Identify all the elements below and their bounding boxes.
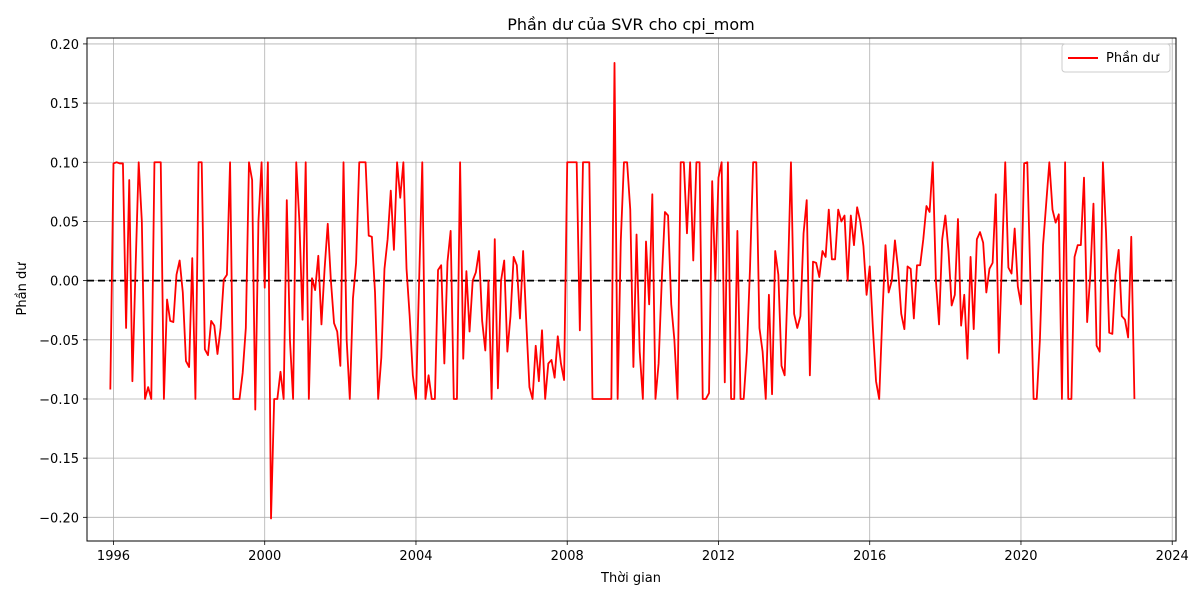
x-axis-title: Thời gian <box>600 571 661 586</box>
grid-lines <box>87 38 1176 541</box>
residual-series-line <box>109 61 1136 520</box>
y-tick-label: −0.05 <box>39 334 79 349</box>
x-tick-label: 2024 <box>1156 549 1189 564</box>
legend: Phần dư <box>1061 43 1171 73</box>
series-group <box>109 61 1136 520</box>
x-tick-label: 2008 <box>551 549 584 564</box>
y-tick-label: 0.20 <box>50 38 79 53</box>
y-tick-label: 0.05 <box>50 215 79 230</box>
y-tick-label: −0.20 <box>39 511 79 526</box>
x-tick-label: 2000 <box>248 549 281 564</box>
x-tick-label: 2020 <box>1004 549 1037 564</box>
x-axis-ticks: 1996 2000 2004 2008 2012 2016 2020 2024 <box>97 541 1189 564</box>
x-tick-label: 2016 <box>853 549 886 564</box>
x-tick-label: 1996 <box>97 549 130 564</box>
legend-box <box>1061 43 1171 73</box>
plot-area-frame <box>86 37 1177 542</box>
x-tick-label: 2012 <box>702 549 735 564</box>
y-axis-ticks: −0.20 −0.15 −0.10 −0.05 0.00 0.05 0.10 0.15 0.20 <box>39 38 87 526</box>
y-tick-label: −0.15 <box>39 452 79 467</box>
chart-title: Phần dư của SVR cho cpi_mom <box>507 15 755 35</box>
y-tick-label: −0.10 <box>39 393 79 408</box>
y-tick-label: 0.00 <box>50 275 79 290</box>
y-tick-label: 0.15 <box>50 97 79 112</box>
y-tick-label: 0.10 <box>50 156 79 171</box>
y-axis-title: Phần dư <box>15 262 30 316</box>
legend-label: Phần dư <box>1106 51 1160 66</box>
x-tick-label: 2004 <box>399 549 432 564</box>
